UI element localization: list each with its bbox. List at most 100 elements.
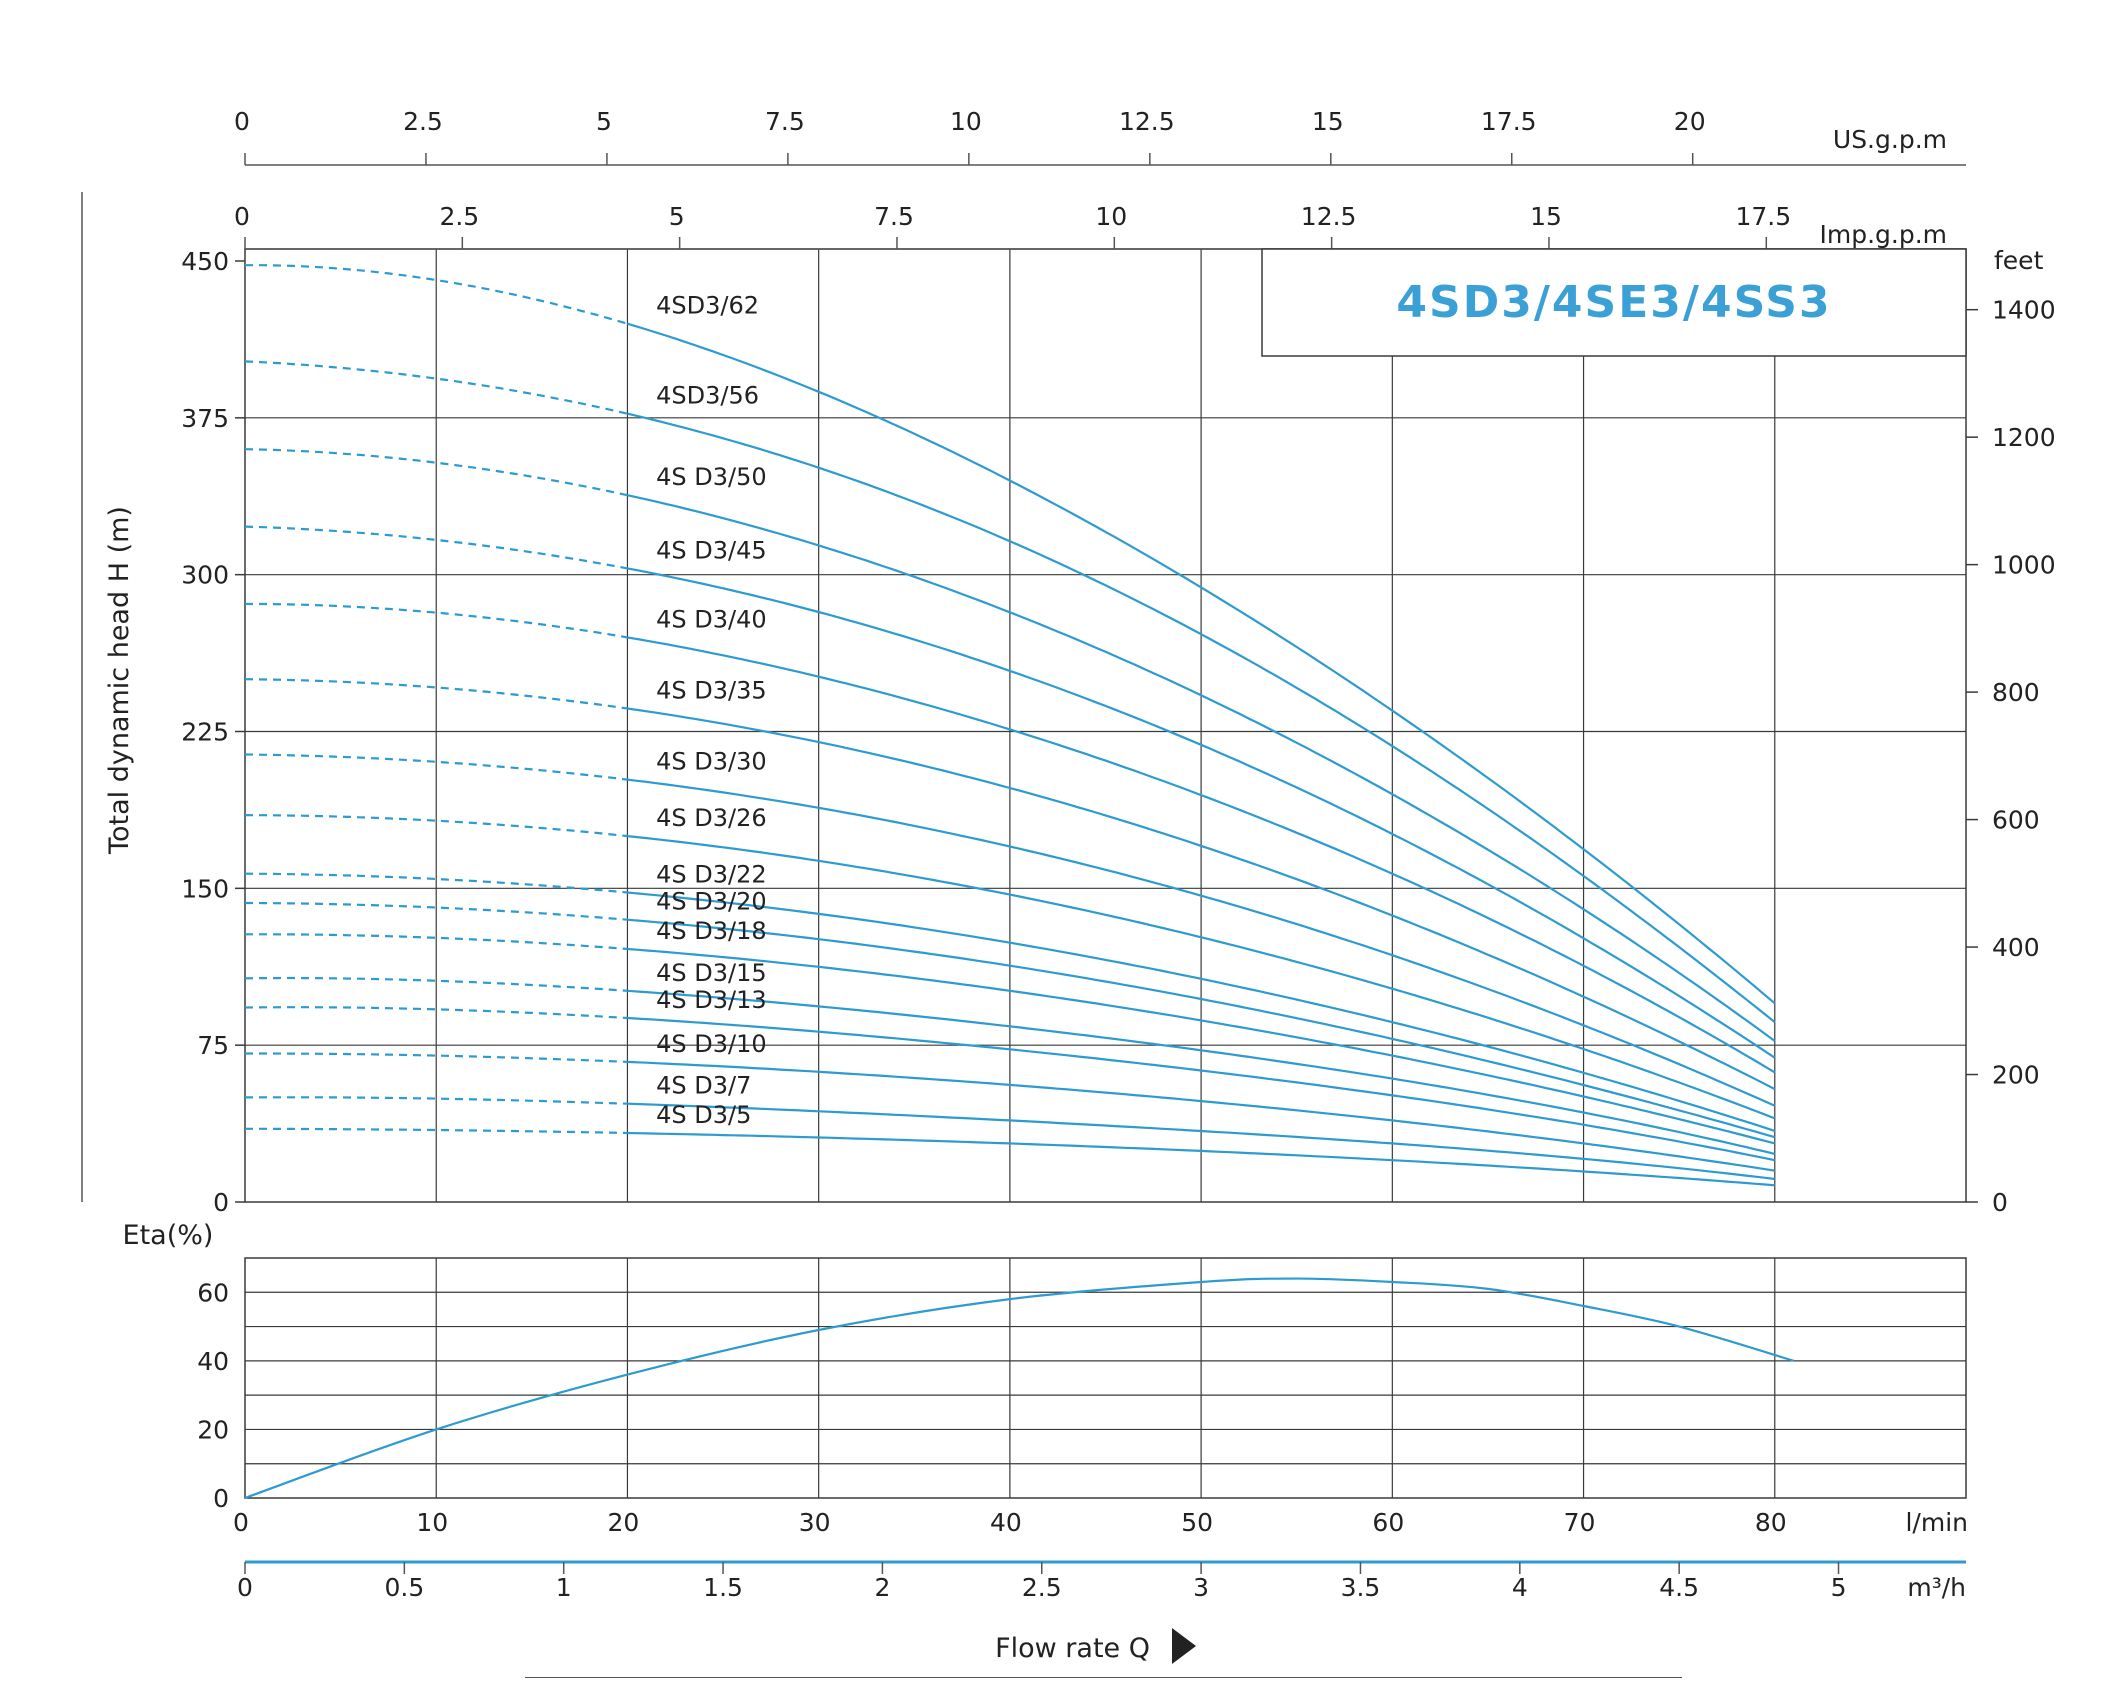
- curve-label: 4SD3/56: [656, 382, 759, 410]
- m3h-tick-label: 3.5: [1341, 1573, 1381, 1602]
- usgpm-axis-tick-label: 12.5: [1119, 107, 1175, 136]
- feet-tick-label: 200: [1992, 1061, 2040, 1090]
- curve-label: 4S D3/10: [656, 1030, 767, 1058]
- impgpm-axis-tick-label: 17.5: [1735, 202, 1791, 231]
- curve-label: 4S D3/35: [656, 676, 767, 704]
- impgpm-axis-tick-label: 10: [1095, 202, 1127, 231]
- m3h-tick-label: 0.5: [384, 1573, 424, 1602]
- eta-y-tick-label: 0: [213, 1484, 229, 1513]
- grid-layer: [244, 248, 1967, 1499]
- impgpm-axis-unit: Imp.g.p.m: [1819, 220, 1947, 249]
- curve-label: 4S D3/13: [656, 986, 767, 1014]
- feet-tick-label: 600: [1992, 806, 2040, 835]
- lmin-tick-label: 20: [608, 1508, 640, 1537]
- head-curve-dashed: [245, 901, 628, 921]
- head-curve-dashed: [244, 976, 628, 992]
- head-curve: [627, 707, 1776, 1091]
- feet-tick-label: 1200: [1992, 423, 2056, 452]
- lmin-tick-label: 30: [799, 1508, 831, 1537]
- m3h-tick-label: 1.5: [703, 1573, 743, 1602]
- m3h-tick-label: 1: [556, 1573, 572, 1602]
- curves-layer: [244, 264, 1795, 1500]
- curve-label: 4S D3/30: [656, 748, 767, 776]
- feet-tick-label: 0: [1992, 1188, 2008, 1217]
- impgpm-axis-tick-label: 12.5: [1301, 202, 1357, 231]
- head-curve: [627, 322, 1776, 1005]
- lmin-tick-label: 80: [1755, 1508, 1787, 1537]
- head-y-tick-label: 75: [197, 1031, 229, 1060]
- head-curve-dashed: [245, 264, 628, 325]
- head-curve: [627, 636, 1776, 1074]
- head-curve-dashed: [244, 753, 628, 781]
- curve-label: 4S D3/50: [656, 463, 767, 491]
- head-curve-dashed: [244, 1006, 628, 1020]
- head-y-tick-label: 450: [181, 247, 229, 276]
- m3h-tick-label: 5: [1831, 1573, 1847, 1602]
- impgpm-axis-tick-label: 15: [1530, 202, 1562, 231]
- curve-label: 4S D3/20: [656, 888, 767, 916]
- play-arrow-icon: [1172, 1628, 1196, 1664]
- head-curve-dashed: [244, 678, 628, 710]
- eta-y-tick-label: 40: [197, 1347, 229, 1376]
- lmin-tick-label: 50: [1181, 1508, 1213, 1537]
- impgpm-axis-tick-label: 7.5: [874, 202, 914, 231]
- usgpm-axis-tick-label: 20: [1674, 107, 1706, 136]
- head-curve-dashed: [245, 933, 628, 951]
- eta-y-tick-label: 60: [197, 1278, 229, 1307]
- head-curve-dashed: [245, 1127, 628, 1135]
- lmin-tick-label: 10: [416, 1508, 448, 1537]
- x-axis-title: Flow rate Q: [995, 1633, 1150, 1664]
- head-curve: [627, 567, 1776, 1059]
- head-curve: [627, 412, 1776, 1024]
- head-curve-dashed: [244, 448, 628, 497]
- head-y-tick-label: 375: [181, 404, 229, 433]
- usgpm-axis-tick-label: 0: [234, 107, 250, 136]
- chart-title: 4SD3/4SE3/4SS3: [1396, 277, 1831, 328]
- head-curve: [627, 918, 1776, 1139]
- m3h-tick-label: 4: [1512, 1573, 1528, 1602]
- lmin-tick-label: 70: [1564, 1508, 1596, 1537]
- head-curve-dashed: [244, 602, 628, 639]
- y-axis-title: Total dynamic head H (m): [104, 506, 135, 855]
- usgpm-axis-tick-label: 5: [596, 107, 612, 136]
- usgpm-axis-tick-label: 2.5: [403, 107, 443, 136]
- m3h-tick-label: 2.5: [1022, 1573, 1062, 1602]
- m3h-tick-label: 0: [237, 1573, 253, 1602]
- feet-tick-label: 1400: [1992, 296, 2056, 325]
- model-badge: 4SD3/4SE3/4SS3: [1261, 248, 1967, 357]
- curve-label: 4S D3/15: [656, 959, 767, 987]
- feet-tick-label: 800: [1992, 678, 2040, 707]
- usgpm-axis-unit: US.g.p.m: [1833, 125, 1947, 154]
- usgpm-axis-tick-label: 15: [1312, 107, 1344, 136]
- head-y-tick-label: 150: [181, 874, 229, 903]
- curve-label: 4S D3/45: [656, 536, 767, 564]
- head-curve: [627, 835, 1776, 1120]
- impgpm-axis-tick-label: 0: [234, 202, 250, 231]
- head-curve: [627, 989, 1776, 1155]
- curve-label: 4S D3/5: [656, 1101, 751, 1129]
- impgpm-axis-tick-label: 2.5: [439, 202, 479, 231]
- axes-layer: 0751502253003754500200400600800100012001…: [181, 107, 2055, 1602]
- head-y-tick-label: 0: [213, 1188, 229, 1217]
- efficiency-curve: [244, 1277, 1795, 1500]
- lmin-tick-label: 0: [233, 1508, 249, 1537]
- head-curve: [627, 778, 1776, 1107]
- head-curve-dashed: [245, 1052, 628, 1063]
- head-y-tick-label: 300: [181, 561, 229, 590]
- head-curve-dashed: [245, 1096, 628, 1105]
- eta-y-tick-label: 20: [197, 1415, 229, 1444]
- head-curve-dashed: [244, 360, 628, 415]
- labels-layer: 4SD3/62 4SD3/56 4S D3/50 4S D3/45 4S D3/40 4S…: [656, 292, 767, 1129]
- head-curve: [627, 1016, 1776, 1162]
- head-curve: [627, 947, 1776, 1145]
- curve-label: 4S D3/26: [656, 804, 767, 832]
- feet-unit-label: feet: [1994, 246, 2044, 275]
- usgpm-axis-tick-label: 10: [950, 107, 982, 136]
- curve-label: 4S D3/22: [656, 861, 767, 889]
- head-curve-dashed: [244, 525, 628, 570]
- head-curve: [627, 1060, 1775, 1172]
- head-curve: [627, 1102, 1775, 1181]
- head-curve-dashed: [244, 814, 628, 838]
